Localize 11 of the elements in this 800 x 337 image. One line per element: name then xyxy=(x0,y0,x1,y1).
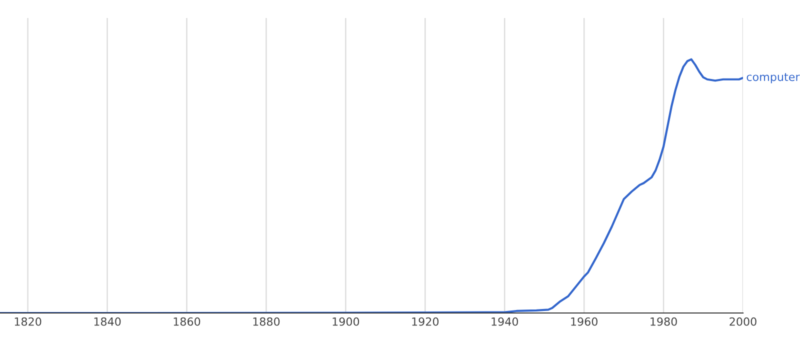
x-tick-label: 1880 xyxy=(253,317,280,326)
x-tick-label: 1940 xyxy=(492,317,518,326)
x-tick-label: 1980 xyxy=(650,317,677,326)
series-label: computer xyxy=(746,73,800,84)
x-tick-label: 1900 xyxy=(332,317,360,326)
x-tick-label: 1820 xyxy=(14,317,42,326)
x-tick-label: 1840 xyxy=(94,317,121,326)
x-tick-label: 1860 xyxy=(174,317,200,326)
x-tick-label: 1960 xyxy=(571,317,598,326)
x-tick-label: 2000 xyxy=(730,317,756,326)
x-tick-label: 1920 xyxy=(412,317,439,326)
